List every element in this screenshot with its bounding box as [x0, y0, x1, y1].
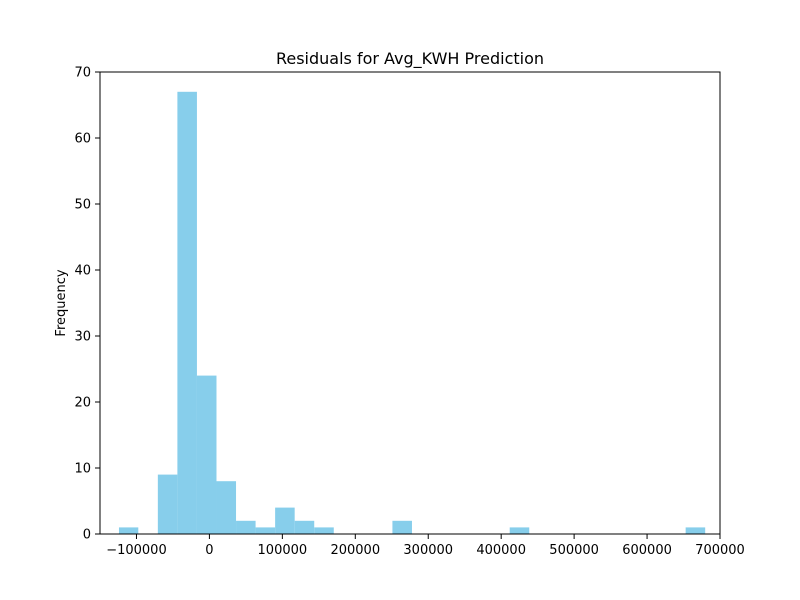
- histogram-bar: [177, 91, 197, 535]
- y-tick-label: 10: [74, 462, 91, 477]
- x-tick-label: 200000: [330, 543, 380, 558]
- x-tick-label: 0: [205, 543, 213, 558]
- x-tick-label: 100000: [258, 543, 308, 558]
- histogram-bar: [118, 527, 139, 534]
- y-tick-label: 40: [74, 264, 91, 279]
- y-tick-label: 70: [74, 66, 91, 81]
- chart-title: Residuals for Avg_KWH Prediction: [276, 49, 544, 69]
- x-tick-label: 600000: [622, 543, 672, 558]
- histogram-bar: [275, 507, 295, 534]
- histogram-bar: [236, 520, 256, 534]
- x-tick-label: 300000: [403, 543, 453, 558]
- y-axis-label: Frequency: [54, 269, 69, 336]
- y-tick-label: 0: [83, 528, 91, 543]
- histogram-bar: [196, 375, 217, 534]
- y-axis: 0 10 20 30 40 50 60 70: [74, 66, 100, 543]
- y-tick-label: 60: [74, 132, 91, 147]
- histogram-bar: [216, 481, 237, 534]
- y-tick-label: 20: [74, 396, 91, 411]
- histogram-bar: [314, 527, 334, 534]
- x-axis: −100000 0 100000 200000 300000 400000 500000 60…: [106, 534, 745, 558]
- x-tick-label: −100000: [106, 543, 167, 558]
- bars-layer: [118, 91, 706, 535]
- plot-frame: [99, 71, 721, 535]
- x-tick-label: 400000: [476, 543, 526, 558]
- histogram-bar: [685, 527, 706, 534]
- y-tick-label: 50: [74, 198, 91, 213]
- x-tick-label: 700000: [695, 543, 745, 558]
- histogram-bar: [509, 527, 530, 534]
- histogram-bar: [392, 520, 412, 534]
- histogram-bar: [294, 520, 315, 534]
- x-tick-label: 500000: [549, 543, 599, 558]
- histogram-bar: [157, 474, 178, 534]
- histogram-bar: [255, 527, 276, 534]
- y-tick-label: 30: [74, 330, 91, 345]
